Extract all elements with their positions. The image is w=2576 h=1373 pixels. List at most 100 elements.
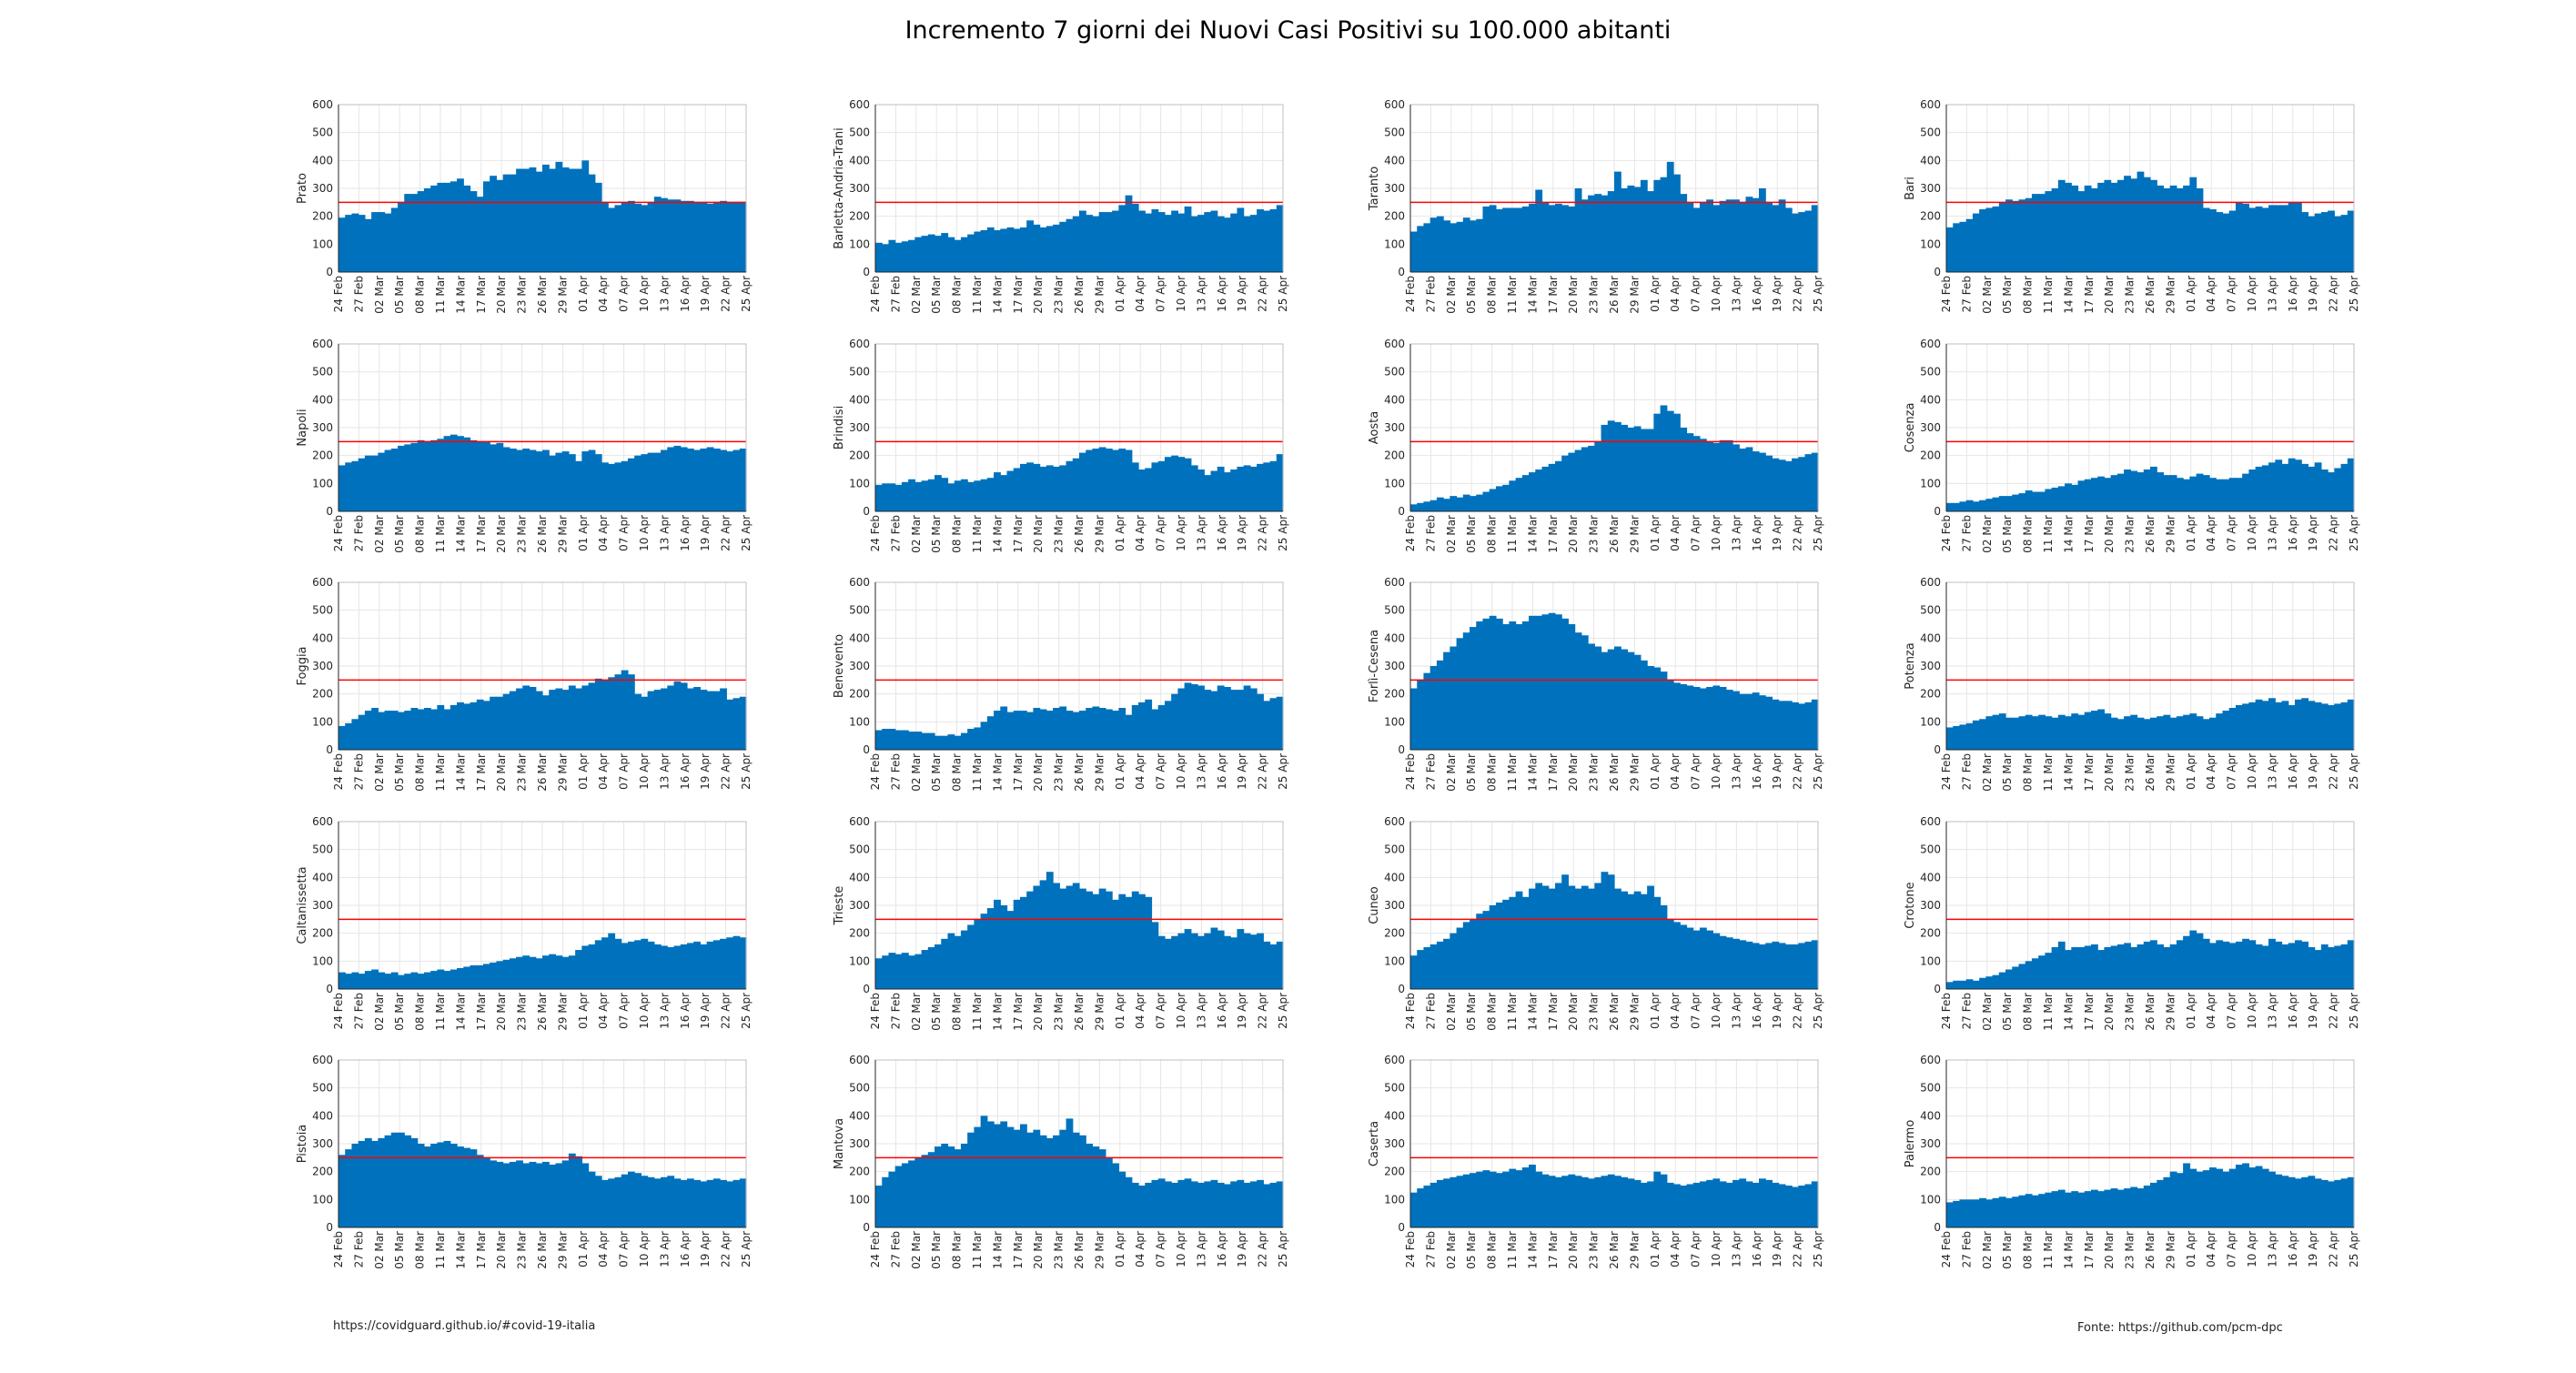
bar <box>588 449 596 511</box>
bar <box>1197 1182 1205 1227</box>
bar <box>2090 1189 2098 1227</box>
x-tick-label: 10 Apr <box>638 515 651 551</box>
bar <box>1046 872 1054 989</box>
y-axis-label: Caserta <box>1368 1121 1381 1166</box>
x-tick-label: 29 Mar <box>556 515 569 553</box>
bar <box>2176 940 2184 989</box>
bar <box>2097 709 2106 750</box>
bar <box>1745 693 1753 750</box>
x-tick-label: 10 Apr <box>1175 1231 1187 1267</box>
bar <box>1230 1181 1238 1227</box>
x-tick-label: 23 Mar <box>2124 1231 2137 1269</box>
bar <box>2320 212 2329 272</box>
bar <box>653 690 662 750</box>
bar <box>1456 221 1464 272</box>
x-tick-label: 17 Mar <box>1012 753 1025 792</box>
y-axis-label: Brindisi <box>833 406 846 449</box>
bar <box>1257 933 1264 989</box>
x-tick-label: 29 Mar <box>1093 515 1106 553</box>
bar <box>673 199 682 272</box>
y-tick-label: 600 <box>1384 98 1405 111</box>
bar <box>914 237 923 272</box>
bar <box>2255 206 2263 272</box>
bar <box>1680 428 1688 511</box>
bar <box>621 1174 629 1227</box>
bar <box>457 178 464 272</box>
x-tick-label: 13 Apr <box>658 515 671 551</box>
x-tick-label: 11 Mar <box>434 276 447 314</box>
y-tick-label: 400 <box>1920 1109 1941 1122</box>
x-tick-label: 20 Mar <box>1032 993 1045 1031</box>
bar <box>1190 683 1198 750</box>
y-tick-label: 300 <box>1384 1137 1405 1150</box>
bar <box>1482 1170 1490 1227</box>
bar <box>706 1179 714 1227</box>
bar <box>1019 227 1027 272</box>
bar <box>986 478 995 511</box>
bar <box>1429 1182 1438 1227</box>
bar <box>882 483 890 511</box>
bar <box>1177 1179 1186 1227</box>
x-tick-label: 25 Apr <box>1812 993 1824 1029</box>
x-tick-label: 13 Apr <box>1195 515 1207 551</box>
bar <box>1086 449 1094 511</box>
bar <box>581 451 590 511</box>
bar <box>2150 717 2157 750</box>
bar <box>1521 206 1530 272</box>
x-tick-label: 27 Feb <box>889 276 902 312</box>
x-tick-label: 01 Apr <box>1649 276 1662 312</box>
x-tick-label: 07 Apr <box>1690 515 1702 551</box>
bar <box>450 1144 458 1227</box>
bar <box>1640 893 1648 989</box>
bar <box>2057 486 2066 511</box>
bar <box>555 688 563 750</box>
y-axis-label: Taranto <box>1368 167 1381 211</box>
x-tick-label: 11 Mar <box>1506 753 1519 792</box>
footer-source-link[interactable]: https://covidguard.github.io/#covid-19-i… <box>333 1319 596 1333</box>
x-tick-label: 24 Feb <box>1404 276 1417 312</box>
x-tick-label: 17 Mar <box>475 515 488 553</box>
bar <box>1712 442 1721 511</box>
bar <box>1489 615 1497 750</box>
bar <box>1959 1199 1967 1227</box>
bar <box>470 702 478 750</box>
x-tick-label: 17 Mar <box>475 276 488 314</box>
bar <box>490 962 498 989</box>
bar <box>1098 708 1106 750</box>
bar <box>2183 935 2190 989</box>
bar <box>941 233 949 272</box>
bar <box>1079 888 1086 989</box>
x-tick-label: 20 Mar <box>2103 1231 2116 1269</box>
bar <box>1541 202 1550 272</box>
y-tick-label: 300 <box>1920 899 1941 912</box>
y-tick-label: 100 <box>312 477 333 490</box>
y-tick-label: 300 <box>312 899 333 912</box>
bar <box>1046 465 1054 511</box>
y-axis-label: Cosenza <box>1904 403 1917 453</box>
x-tick-label: 26 Mar <box>536 993 549 1031</box>
x-tick-label: 11 Mar <box>2042 753 2055 792</box>
bar <box>888 953 896 989</box>
x-tick-label: 16 Apr <box>1751 993 1763 1029</box>
x-tick-label: 22 Apr <box>2328 276 2340 312</box>
bar <box>1125 1176 1133 1227</box>
bar <box>1778 701 1786 750</box>
bar <box>2268 462 2276 511</box>
bar <box>720 1179 727 1227</box>
bar <box>627 200 635 272</box>
bar <box>894 730 903 750</box>
bar <box>1462 494 1470 511</box>
y-tick-label: 100 <box>312 1193 333 1206</box>
bar <box>1263 210 1271 272</box>
x-tick-label: 19 Apr <box>2307 993 2319 1029</box>
bar <box>1197 685 1205 750</box>
bar <box>1972 1199 1980 1227</box>
x-tick-label: 08 Mar <box>1486 1231 1499 1269</box>
x-tick-label: 11 Mar <box>434 993 447 1031</box>
bar <box>994 230 1001 272</box>
x-tick-label: 23 Mar <box>1588 753 1601 792</box>
x-tick-label: 04 Apr <box>1134 276 1147 312</box>
bar <box>529 167 537 272</box>
bar <box>967 1132 975 1227</box>
